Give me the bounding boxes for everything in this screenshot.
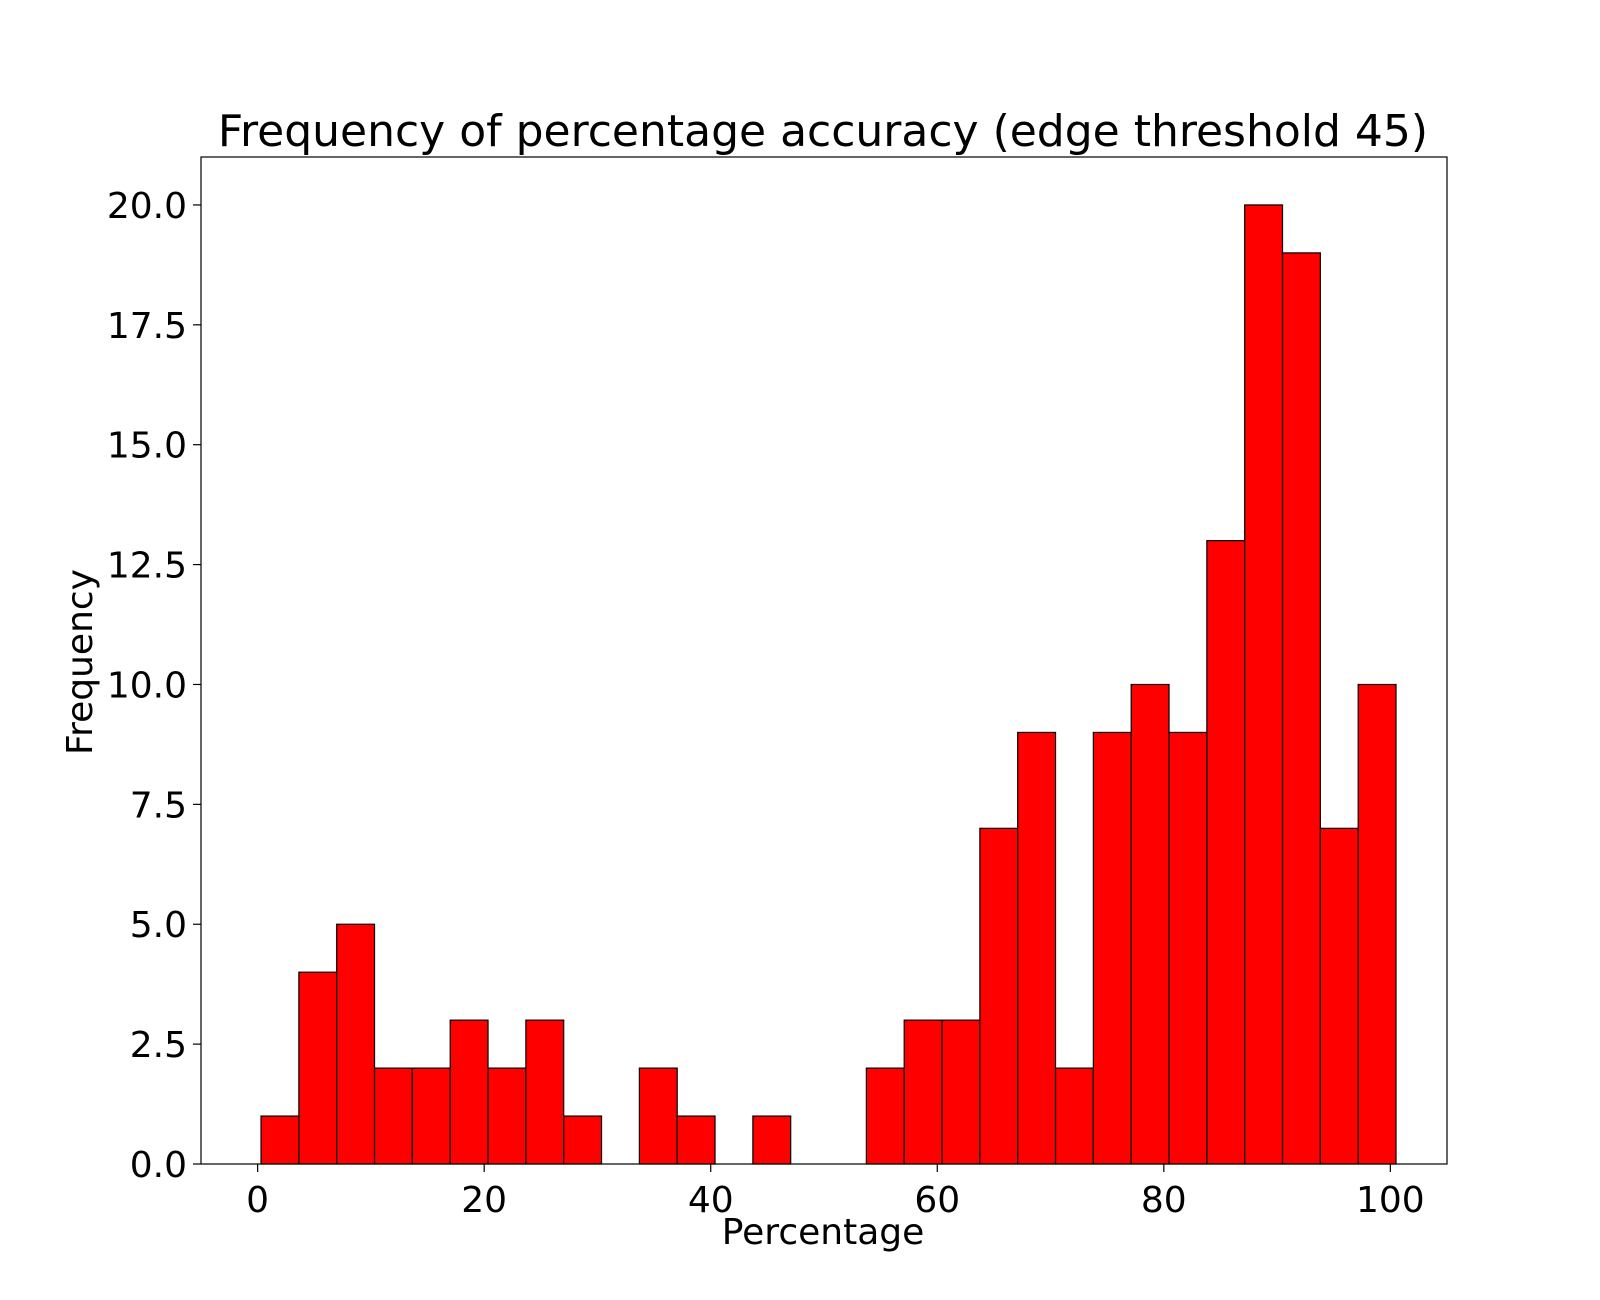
histogram-bar <box>752 1115 792 1165</box>
histogram-bar <box>525 1019 565 1165</box>
x-axis-label: Percentage <box>722 1212 925 1253</box>
histogram-bar <box>979 827 1019 1165</box>
histogram-bar <box>298 971 338 1165</box>
histogram-bar <box>336 923 376 1165</box>
y-tick-label: 20.0 <box>107 186 187 227</box>
histogram-bar <box>449 1019 489 1165</box>
histogram-bar <box>563 1115 603 1165</box>
histogram-bar <box>1017 731 1057 1165</box>
histogram-bar <box>1168 731 1208 1165</box>
histogram-bar <box>260 1115 300 1165</box>
histogram-bar <box>373 1067 413 1165</box>
histogram-bar <box>487 1067 527 1165</box>
histogram-bar <box>1054 1067 1094 1165</box>
bar-series <box>260 204 1397 1165</box>
histogram-bar <box>638 1067 678 1165</box>
histogram-bar <box>1357 683 1397 1165</box>
chart-title: Frequency of percentage accuracy (edge t… <box>218 106 1428 157</box>
y-tick-label: 10.0 <box>107 665 187 706</box>
histogram-bar <box>411 1067 451 1165</box>
y-tick-label: 2.5 <box>130 1025 187 1066</box>
x-tick-label: 80 <box>1141 1180 1187 1221</box>
y-tick-label: 5.0 <box>130 905 187 946</box>
histogram-bar <box>941 1019 981 1165</box>
x-axis-ticks: 0 20 40 60 80 100 <box>246 1164 1425 1221</box>
y-tick-label: 0.0 <box>130 1145 187 1186</box>
histogram-bar <box>1281 252 1321 1165</box>
histogram-bar <box>1244 204 1284 1165</box>
y-axis-ticks: 0.0 2.5 5.0 7.5 10.0 12.5 15.0 17.5 20.0 <box>107 186 201 1186</box>
histogram-bar <box>1092 731 1132 1165</box>
x-tick-label: 60 <box>914 1180 960 1221</box>
y-tick-label: 17.5 <box>107 306 187 347</box>
x-tick-label: 40 <box>688 1180 734 1221</box>
y-tick-label: 15.0 <box>107 426 187 467</box>
histogram-bar <box>676 1115 716 1165</box>
x-tick-label: 100 <box>1356 1180 1425 1221</box>
histogram-bar <box>1206 540 1246 1165</box>
histogram-bar <box>903 1019 943 1165</box>
y-tick-label: 12.5 <box>107 546 187 587</box>
histogram-bar <box>865 1067 905 1165</box>
y-tick-label: 7.5 <box>130 785 187 826</box>
y-axis-label: Frequency <box>60 569 101 755</box>
x-tick-label: 20 <box>461 1180 507 1221</box>
x-tick-label: 0 <box>246 1180 269 1221</box>
plot-area-frame <box>200 156 1448 1165</box>
histogram-bar <box>1130 683 1170 1165</box>
histogram-bar <box>1319 827 1359 1165</box>
